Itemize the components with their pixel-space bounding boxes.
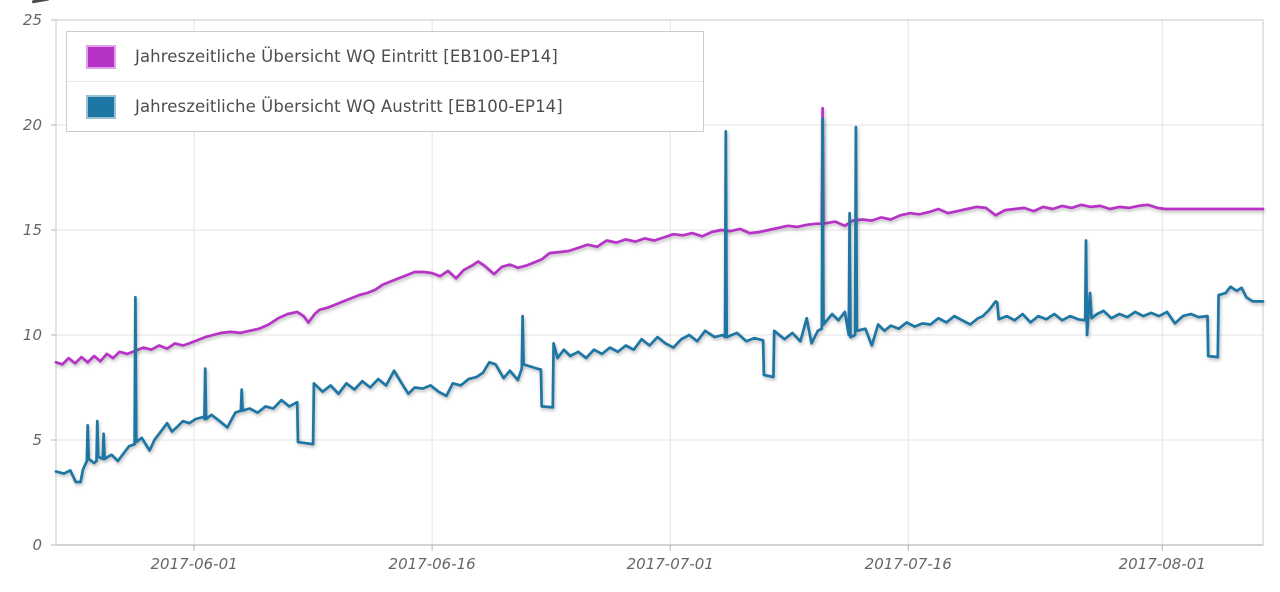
y-axis-label: 5 xyxy=(32,431,42,449)
y-axis-label: 20 xyxy=(23,116,42,134)
x-axis-label: 2017-06-16 xyxy=(389,555,476,573)
series-line-austritt[interactable] xyxy=(54,117,1265,484)
y-axis-label: 25 xyxy=(23,11,42,29)
y-axis-label: 0 xyxy=(32,536,42,554)
x-axis-label: 2017-07-01 xyxy=(627,555,714,573)
x-axis-label: 2017-06-01 xyxy=(150,555,237,573)
legend-label-austritt: Jahreszeitliche Übersicht WQ Austritt [E… xyxy=(135,97,563,116)
x-axis-label: 2017-07-16 xyxy=(865,555,952,573)
y-axis-label: 10 xyxy=(23,326,42,344)
x-axis-label: 2017-08-01 xyxy=(1119,555,1206,573)
chart-legend: Jahreszeitliche Übersicht WQ Eintritt [E… xyxy=(66,31,704,132)
y-axis-label: 15 xyxy=(23,221,42,239)
series-line-eintritt[interactable] xyxy=(54,106,1265,366)
legend-swatch-eintritt xyxy=(86,44,116,69)
legend-item-austritt[interactable]: Jahreszeitliche Übersicht WQ Austritt [E… xyxy=(67,81,703,131)
legend-item-eintritt[interactable]: Jahreszeitliche Übersicht WQ Eintritt [E… xyxy=(67,32,703,81)
legend-swatch-austritt xyxy=(86,94,116,119)
legend-label-eintritt: Jahreszeitliche Übersicht WQ Eintritt [E… xyxy=(135,47,558,66)
